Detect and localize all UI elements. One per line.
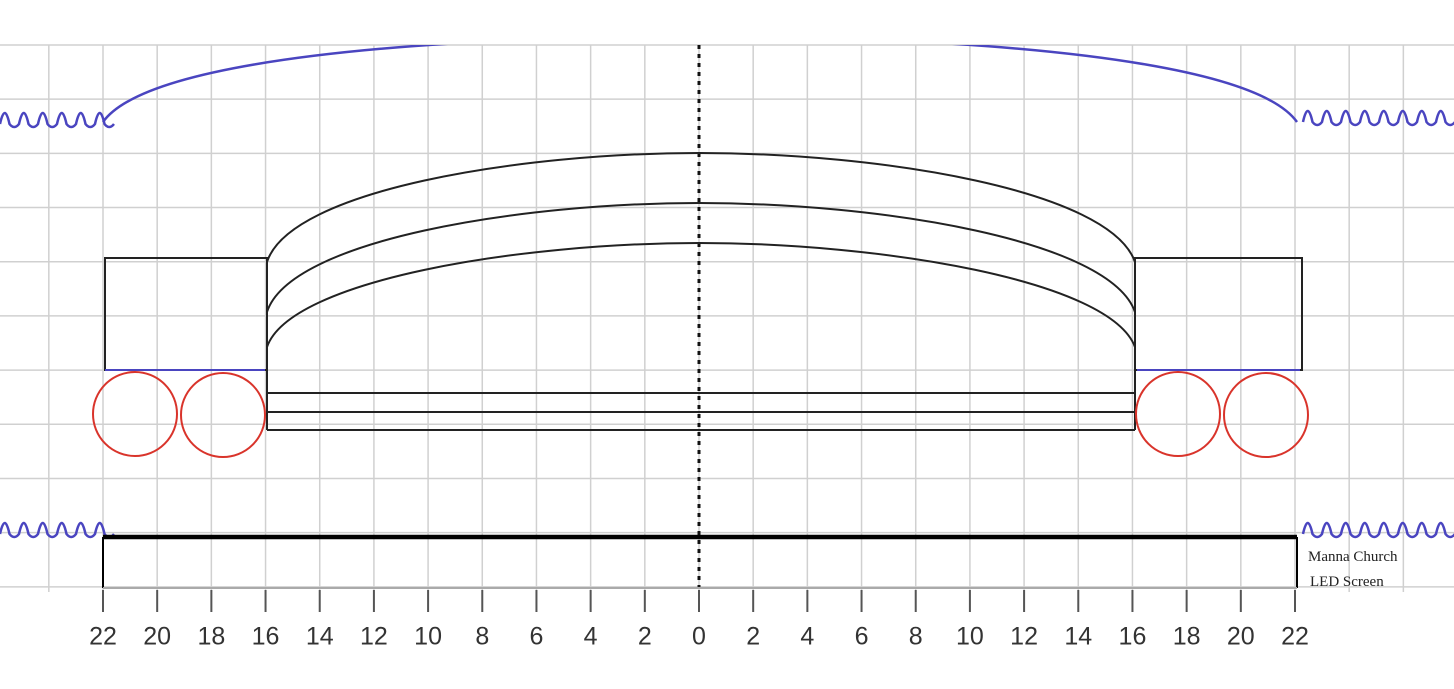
curtain-arc-right (951, 45, 1299, 123)
tick-label: 20 (1227, 623, 1255, 651)
speaker (1223, 372, 1309, 458)
led-screen (102, 534, 1298, 589)
tick-label: 8 (909, 623, 923, 651)
tick-label: 22 (89, 623, 117, 651)
tick-label: 14 (306, 623, 334, 651)
tick-label: 20 (143, 623, 171, 651)
axis: 22 20 18 16 14 12 10 8 6 4 2 0 2 4 6 8 10 12 14 16 18 20 22 (89, 590, 1309, 651)
speakers (92, 371, 1309, 458)
tick-label: 4 (584, 623, 598, 651)
tick-label: 16 (1119, 623, 1147, 651)
curtain (0, 45, 1454, 539)
speaker (180, 372, 266, 458)
tick-label: 14 (1064, 623, 1092, 651)
tick-label: 18 (197, 623, 225, 651)
wave (0, 111, 115, 129)
stage-tier (266, 201, 1136, 313)
tick-label: 2 (746, 623, 760, 651)
tick-label: 18 (1173, 623, 1201, 651)
tick-label: 12 (360, 623, 388, 651)
tick-label: 8 (475, 623, 489, 651)
stage-tier (266, 241, 1136, 348)
tick-label: 0 (692, 623, 706, 651)
curtain-arc-left (101, 45, 449, 123)
stage (104, 151, 1303, 431)
tick-label: 4 (800, 623, 814, 651)
tick-label: 10 (414, 623, 442, 651)
speaker (1135, 371, 1221, 457)
tick-label: 12 (1010, 623, 1038, 651)
tick-label: 6 (855, 623, 869, 651)
wave (1301, 521, 1454, 539)
speaker (92, 371, 178, 457)
tick-label: 22 (1281, 623, 1309, 651)
wave (1301, 109, 1454, 127)
wave (0, 521, 115, 539)
screen-label: LED Screen (1310, 574, 1384, 590)
tick-label: 6 (530, 623, 544, 651)
tick-label: 2 (638, 623, 652, 651)
tick-label: 10 (956, 623, 984, 651)
screen-label: Manna Church (1308, 549, 1398, 565)
tick-label: 16 (252, 623, 280, 651)
stage-tier (266, 151, 1136, 263)
